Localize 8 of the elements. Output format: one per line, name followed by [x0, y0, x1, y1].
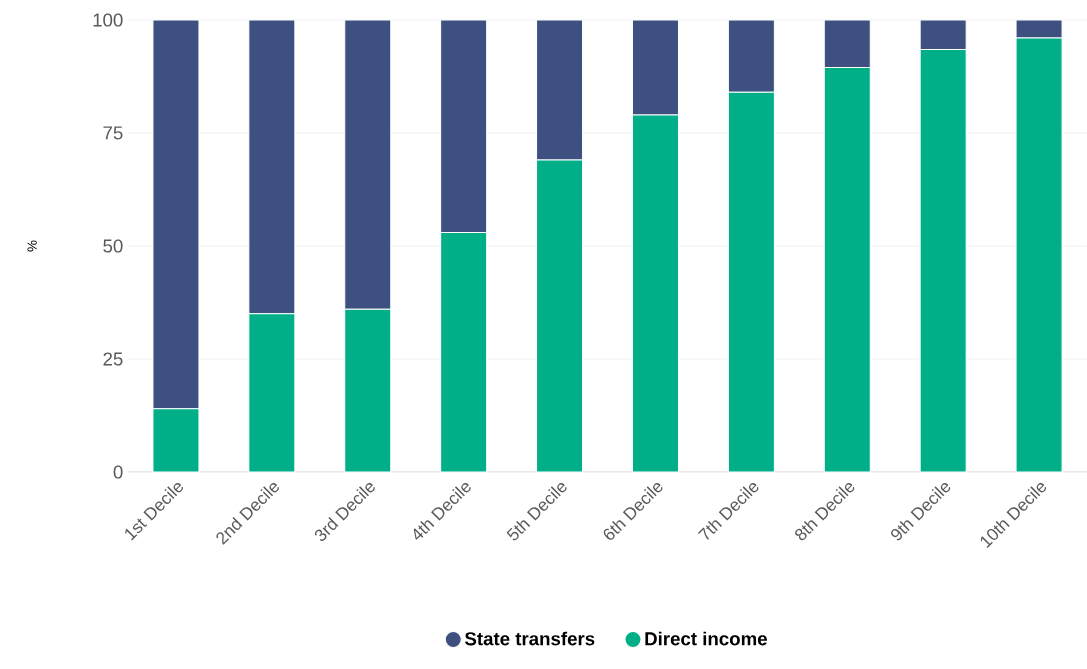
y-tick-label: 25: [103, 352, 123, 366]
y-tick-label: 75: [103, 126, 123, 140]
y-tick-label: 50: [103, 239, 123, 253]
y-axis-title: %: [27, 240, 37, 252]
y-tick-label: 100: [93, 13, 123, 27]
legend-label: Direct income: [645, 631, 767, 646]
legend-label: State transfers: [464, 631, 595, 646]
y-tick-label: 0: [113, 465, 123, 479]
